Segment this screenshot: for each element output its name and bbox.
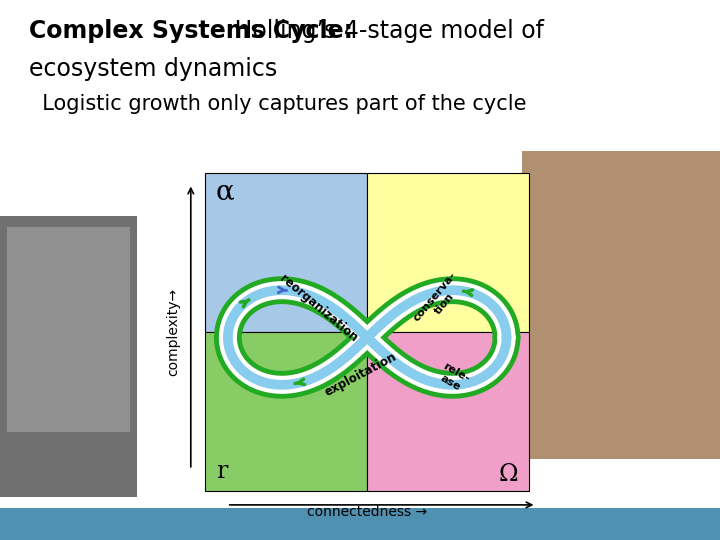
Bar — [7, 227, 130, 432]
Bar — [0, 216, 137, 497]
Bar — [205, 332, 367, 491]
Text: Complex Systems Cycle:: Complex Systems Cycle: — [29, 19, 353, 43]
Bar — [367, 173, 529, 332]
Text: complexity→: complexity→ — [166, 288, 180, 376]
Text: r: r — [216, 460, 228, 483]
Bar — [367, 332, 529, 491]
Bar — [0, 508, 720, 540]
Text: conserva-
tion: conserva- tion — [412, 269, 467, 330]
Text: exploitation: exploitation — [322, 350, 398, 400]
Text: Holling’s 4-stage model of: Holling’s 4-stage model of — [227, 19, 544, 43]
Bar — [522, 151, 720, 459]
Text: α: α — [216, 178, 235, 205]
Bar — [205, 173, 367, 332]
Text: reorganization: reorganization — [277, 272, 360, 345]
Text: ecosystem dynamics: ecosystem dynamics — [29, 57, 277, 80]
Text: Logistic growth only captures part of the cycle: Logistic growth only captures part of th… — [29, 94, 526, 114]
Text: Ω: Ω — [499, 463, 518, 486]
Text: rele-
ase: rele- ase — [436, 361, 472, 394]
Text: connectedness →: connectedness → — [307, 505, 427, 519]
